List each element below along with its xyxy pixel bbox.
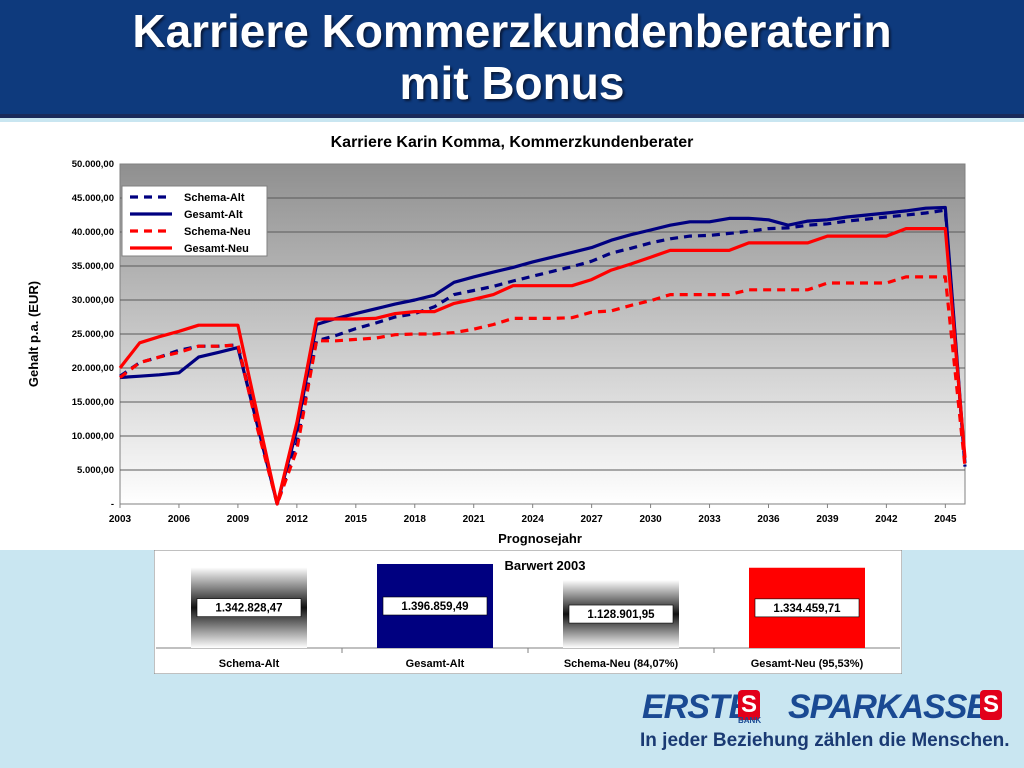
salary-line-chart: Karriere Karin Komma, Kommerzkundenberat…: [0, 122, 1024, 550]
y-tick-label: -: [111, 499, 114, 510]
x-tick-label: 2027: [581, 514, 604, 525]
data-label-box: [754, 598, 860, 618]
legend-entry: Schema-Alt: [184, 192, 245, 204]
y-tick-label: 35.000,00: [72, 261, 114, 272]
legend-entry: Gesamt-Neu: [184, 243, 249, 255]
x-tick-label: 2042: [875, 514, 898, 525]
data-label: 1.334.459,71: [773, 603, 841, 615]
category-label: Gesamt-Alt: [406, 658, 465, 670]
series-line-schema-alt: [119, 208, 967, 506]
y-tick-label: 45.000,00: [72, 193, 114, 204]
y-tick-labels: - 5.000,00 10.000,00 15.000,00 20.000,00 25.0…: [72, 159, 114, 510]
page-title-line1: Karriere Kommerzkundenberaterin: [132, 5, 892, 57]
data-label: 1.342.828,47: [215, 603, 282, 615]
x-tick-label: 2003: [109, 514, 132, 525]
series-line-schema-neu: [119, 275, 967, 506]
logo-erste-text: ERSTE: [642, 688, 751, 726]
x-tick-label: 2039: [816, 514, 839, 525]
legend: Schema-Alt Gesamt-Alt Schema-Neu Gesamt-Neu: [121, 185, 268, 257]
bar-category-labels: Schema-Alt Gesamt-Alt Schema-Neu (84,07%) G…: [219, 648, 864, 670]
series-line-gesamt-neu: [118, 226, 967, 506]
x-tick-label: 2030: [639, 514, 662, 525]
y-tick-label: 15.000,00: [72, 397, 114, 408]
data-label-box: [382, 596, 488, 616]
x-tick-label: 2021: [463, 514, 486, 525]
x-tick-label: 2006: [168, 514, 191, 525]
bar-marks: 1.342.828,47 1.396.859,49 1.128.901,95 1.33…: [191, 563, 865, 648]
category-label: Schema-Alt: [219, 658, 280, 670]
x-tick-label: 2012: [286, 514, 309, 525]
x-tick-label: 2009: [227, 514, 250, 525]
x-tick-label: 2024: [522, 514, 545, 525]
x-tick-label: 2045: [934, 514, 957, 525]
y-tick-label: 50.000,00: [72, 159, 114, 170]
x-tick-label: 2015: [345, 514, 368, 525]
title-bar: Karriere Kommerzkundenberaterin mit Bonu…: [0, 0, 1024, 118]
sparkasse-s-icon: S: [738, 690, 760, 720]
y-tick-label: 10.000,00: [72, 431, 114, 442]
y-tick-label: 5.000,00: [77, 465, 114, 476]
bar-chart-title-box: [496, 556, 594, 574]
data-label: 1.396.859,49: [401, 601, 468, 613]
y-axis-label: Gehalt p.a. (EUR): [26, 281, 41, 387]
y-tick-label: 40.000,00: [72, 227, 114, 238]
data-label-box: [568, 604, 674, 624]
y-tick-label: 30.000,00: [72, 295, 114, 306]
page-title-line2: mit Bonus: [399, 57, 625, 109]
series-lines: [118, 205, 967, 506]
data-label-box: [196, 598, 302, 617]
chart-title: Karriere Karin Komma, Kommerzkundenberat…: [331, 134, 694, 151]
bar-chart-title: Barwert 2003: [505, 558, 586, 573]
sparkasse-s-icon-right: S: [980, 690, 1002, 720]
x-tick-label: 2036: [757, 514, 780, 525]
erste-sparkasse-logo: ERSTE S BANK SPARKASSE S In jeder Bezieh…: [640, 688, 1010, 760]
category-label: Gesamt-Neu (95,53%): [751, 658, 864, 670]
y-tick-label: 25.000,00: [72, 329, 114, 340]
barwert-bar-chart: 1.342.828,47 1.396.859,49 1.128.901,95 1.33…: [154, 550, 902, 674]
legend-entry: Schema-Neu: [184, 226, 251, 238]
category-label: Schema-Neu (84,07%): [564, 658, 679, 670]
x-tick-labels: 2003 2006 2009 2012 2015 2018 2021 2024 2027 2030…: [109, 504, 957, 525]
y-tick-label: 20.000,00: [72, 363, 114, 374]
x-axis-label: Prognosejahr: [498, 531, 582, 546]
x-tick-label: 2033: [698, 514, 721, 525]
slogan: In jeder Beziehung zählen die Menschen.: [640, 730, 1010, 751]
logo-bank-text: BANK: [738, 716, 762, 725]
logo-sparkasse-text: SPARKASSE: [788, 688, 989, 726]
data-label: 1.128.901,95: [587, 609, 655, 621]
x-tick-label: 2018: [404, 514, 427, 525]
series-line-gesamt-alt: [119, 205, 967, 506]
legend-entry: Gesamt-Alt: [184, 209, 243, 221]
